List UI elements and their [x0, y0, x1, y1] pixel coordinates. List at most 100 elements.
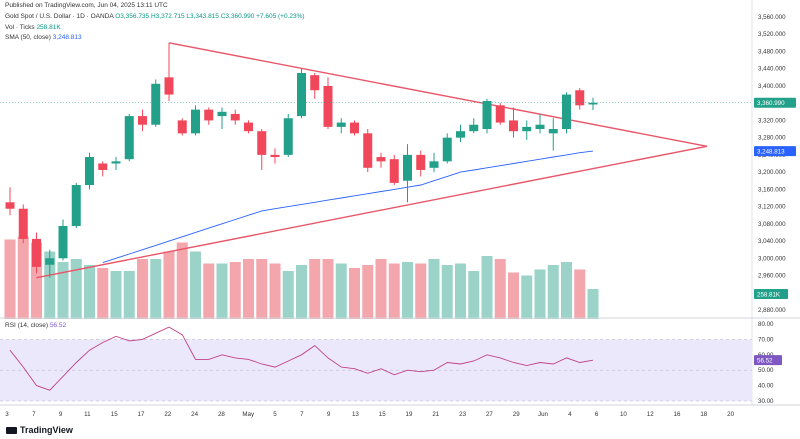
time-tick-label: May	[242, 411, 255, 418]
candle	[495, 103, 505, 125]
time-tick-label: 6	[595, 411, 599, 418]
time-tick-label: 24	[191, 411, 198, 418]
candle-body	[270, 154, 280, 158]
time-tick-label: 22	[164, 411, 171, 418]
time-tick-label: 12	[647, 411, 654, 418]
price-tick-label: 3,120.000	[758, 204, 786, 211]
volume-bar	[335, 263, 347, 319]
candle-body	[230, 113, 240, 121]
volume-bar	[309, 259, 321, 319]
candle	[230, 109, 240, 125]
volume-bar	[110, 271, 122, 319]
candle-body	[350, 122, 359, 134]
volume-legend: Vol · Ticks 258.81K	[5, 24, 61, 31]
price-tick-label: 3,440.000	[758, 66, 786, 73]
rsi-value-text: 56.52	[49, 322, 67, 329]
candle	[336, 118, 346, 134]
time-tick-label: 20	[727, 411, 734, 418]
candle-body	[297, 73, 306, 117]
candle	[257, 129, 267, 170]
price-tick-label: 3,160.000	[758, 186, 786, 193]
candle	[124, 113, 134, 162]
symbol-legend: Gold Spot / U.S. Dollar · 1D · OANDA O3,…	[5, 13, 305, 20]
time-tick-label: 23	[459, 411, 466, 418]
volume-bar	[243, 259, 254, 319]
brand-name: TradingView	[20, 425, 73, 435]
candle-body	[456, 131, 465, 138]
price-tick-label: 3,320.000	[758, 117, 786, 124]
candle	[310, 73, 320, 99]
candle-body	[18, 208, 28, 239]
volume-bar	[163, 251, 175, 319]
candle-body	[244, 122, 253, 132]
candle-body	[588, 102, 598, 105]
volume-bar	[468, 271, 480, 319]
price-tick-label: 3,280.000	[758, 135, 786, 142]
rsi-value-badge: 56.52	[754, 355, 782, 366]
price-tick-label: 3,000.000	[758, 255, 786, 262]
upper-trendline	[168, 42, 708, 147]
time-tick-label: 21	[432, 411, 439, 418]
candle	[5, 187, 15, 216]
candle	[482, 98, 492, 134]
candle	[323, 77, 333, 130]
candle	[522, 120, 532, 140]
time-tick-label: 15	[111, 411, 118, 418]
time-tick-label: 27	[486, 411, 493, 418]
candle	[456, 124, 465, 142]
volume-badge-bg	[754, 289, 788, 299]
time-tick-label: 10	[620, 411, 627, 418]
lower-trendline	[36, 145, 708, 279]
volume-badge-text: 258.81K	[757, 291, 781, 298]
rsi-line	[9, 326, 594, 391]
symbol-name: Gold Spot / U.S. Dollar · 1D · OANDA	[5, 13, 114, 20]
volume-bar	[190, 251, 201, 319]
candle	[45, 249, 55, 278]
sma-line	[102, 150, 594, 264]
sma-price-badge-text: 3,248.813	[757, 148, 785, 155]
volume-bar	[481, 256, 493, 319]
volume-bar	[441, 265, 453, 319]
volume-label: Vol · Ticks	[5, 24, 35, 31]
volume-bar	[269, 263, 281, 319]
candle	[244, 120, 253, 134]
candle	[376, 152, 386, 168]
volume-bar	[137, 259, 148, 319]
price-tick-label: 3,480.000	[758, 48, 786, 55]
candle	[71, 182, 81, 229]
candle-body	[111, 161, 121, 164]
candle-body	[257, 131, 267, 155]
volume-bar	[388, 263, 400, 319]
volume-value: 258.81K	[36, 24, 61, 31]
candle-body	[191, 109, 200, 134]
candle-body	[495, 105, 505, 123]
candle	[588, 97, 598, 111]
candle-body	[509, 120, 518, 132]
rsi-label-text: RSI (14, close)	[5, 322, 48, 329]
volume-bar	[17, 236, 29, 319]
candle-body	[204, 109, 214, 121]
time-tick-label: 9	[59, 411, 63, 418]
candle	[204, 107, 214, 125]
volume-bar	[31, 242, 42, 319]
candle	[58, 219, 68, 261]
candle-body	[363, 133, 373, 168]
candle	[509, 107, 518, 138]
candle	[85, 152, 94, 190]
price-tick-label: 3,080.000	[758, 221, 786, 228]
candle	[363, 129, 373, 173]
volume-badge: 258.81K	[754, 289, 788, 299]
volume-bar	[349, 268, 360, 319]
candle-body	[283, 118, 293, 155]
candle	[164, 42, 174, 102]
candle	[177, 118, 187, 136]
candle-body	[98, 163, 108, 170]
tradingview-logo-icon	[6, 426, 17, 434]
candle-body	[45, 258, 55, 265]
candle	[469, 118, 479, 134]
candle-body	[58, 225, 68, 259]
candle	[403, 144, 412, 203]
candle-body	[522, 126, 532, 132]
candle-body	[416, 154, 426, 170]
